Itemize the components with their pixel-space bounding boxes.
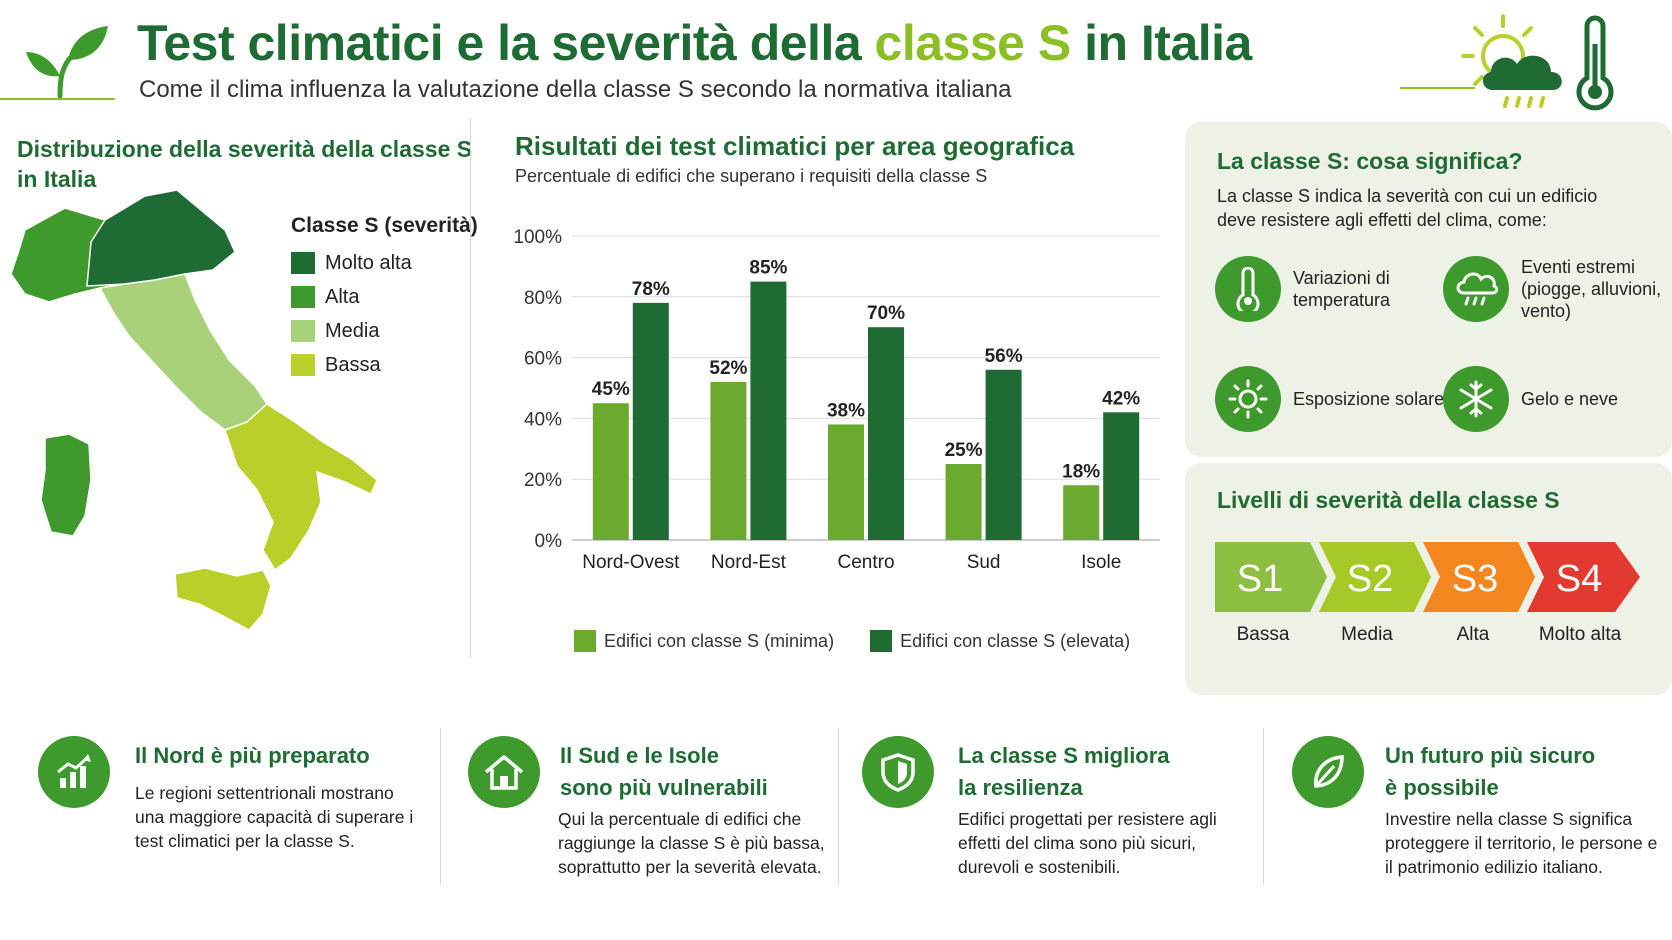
svg-text:S1: S1 [1237,558,1283,600]
data-label: 42% [1102,388,1140,409]
chart-growth-icon [38,736,110,808]
bar-elevata [985,369,1022,540]
page-title: Test climatici e la severità della class… [137,15,1252,71]
data-label: 52% [709,358,747,379]
svg-text:S2: S2 [1347,558,1393,600]
card-title-future: Un futuro più sicuro è possibile [1385,743,1596,800]
page-subtitle: Come il clima influenza la valutazione d… [139,76,1012,103]
bar-minima [592,403,629,540]
bar-elevata [632,302,669,540]
house-icon [468,736,540,808]
shield-icon [862,736,934,808]
feature-temperature: Variazioni di temperatura [1215,256,1458,322]
data-label: 45% [592,379,630,400]
level-s3: S3 [1423,542,1535,612]
legend-item-alta: Alta [291,280,478,314]
chart-legend: Edifici con classe S (minima) Edifici co… [574,630,1166,652]
snowflake-icon [1443,366,1509,432]
info-panel: La classe S: cosa significa? La classe S… [1185,122,1672,457]
map-legend: Classe S (severità) Molto alta Alta Medi… [291,214,478,382]
chart-legend-item-minima: Edifici con classe S (minima) [574,630,834,652]
sun-icon [1215,366,1281,432]
cloud-rain-icon [1482,55,1562,108]
x-tick-label: Centro [837,552,894,573]
card-text-south: Qui la percentuale di edifici che raggiu… [558,809,825,877]
x-tick-label: Nord-Ovest [582,552,680,573]
level-label-s1: Bassa [1236,624,1290,645]
y-tick-label: 60% [524,349,562,370]
weather-illustration [1400,14,1614,111]
y-tick-label: 40% [524,409,562,430]
thermometer-icon [1215,256,1281,322]
data-label: 56% [985,346,1023,367]
bar-minima [828,424,864,540]
bar-elevata [750,281,787,540]
level-label-s4: Molto alta [1538,624,1622,645]
map-region-south [224,403,378,572]
data-label: 25% [945,440,983,461]
bar-minima [1063,485,1100,540]
data-label: 85% [749,258,787,279]
legend-title: Classe S (severità) [291,214,478,237]
bar-elevata [1103,412,1140,540]
data-label: 70% [867,303,905,324]
data-label: 18% [1062,461,1100,482]
divider [470,118,471,658]
data-label: 78% [632,279,670,300]
card-title-resilience: La classe S migliora la resilienza [958,743,1170,800]
bar-elevata [868,327,904,540]
cloud-rain-icon [1443,256,1509,322]
divider [1263,728,1264,884]
card-title-south: Il Sud e le Isole sono più vulnerabili [560,743,768,800]
legend-item-molto-alta: Molto alta [291,246,478,280]
levels-title: Livelli di severità della classe S [1217,487,1560,513]
italy-map [10,190,378,631]
map-title: Distribuzione della severità della class… [17,136,473,192]
divider [440,728,441,884]
chart-title: Risultati dei test climatici per area ge… [515,131,1075,161]
level-s1: S1 [1215,542,1327,612]
data-label: 38% [827,400,865,421]
chart-subtitle: Percentuale di edifici che superano i re… [515,166,988,186]
severity-scale: S1 S2 S3 S4 [1215,542,1640,612]
y-tick-label: 80% [524,288,562,309]
level-label-s2: Media [1341,624,1393,645]
leaf-icon [1292,736,1364,808]
card-text-resilience: Edifici progettati per resistere agli ef… [958,809,1217,877]
info-panel-title: La classe S: cosa significa? [1217,148,1523,174]
card-text-future: Investire nella classe S significa prote… [1385,809,1658,877]
map-region-north-east [86,190,236,287]
bar-chart: 0% 20% 40% 60% 80% 100% 45% 78% Nord-Ovest 52% 85%… [513,227,1160,573]
level-s2: S2 [1319,542,1431,612]
thermometer-icon [1576,15,1614,111]
svg-text:S3: S3 [1452,558,1498,600]
bar-minima [945,464,982,540]
legend-item-media: Media [291,314,478,348]
info-panel-text: La classe S indica la severità con cui u… [1217,186,1598,230]
feature-extreme-events: Eventi estremi (piogge, alluvioni, vento… [1443,256,1672,322]
sprout-icon [0,26,115,100]
card-title-north: Il Nord è più preparato [135,743,370,768]
y-tick-label: 0% [535,531,563,552]
feature-frost: Gelo e neve [1443,366,1672,432]
map-region-sardinia [40,433,92,537]
feature-solar: Esposizione solare [1215,366,1458,432]
x-tick-label: Isole [1081,552,1121,573]
x-tick-label: Nord-Est [711,552,787,573]
svg-text:S4: S4 [1556,558,1602,600]
card-text-north: Le regioni settentrionali mostrano una m… [135,783,414,851]
chart-legend-item-elevata: Edifici con classe S (elevata) [870,630,1130,652]
map-region-center [98,273,268,431]
level-label-s3: Alta [1456,624,1490,645]
y-tick-label: 20% [524,470,562,491]
y-tick-label: 100% [513,227,562,248]
level-s4: S4 [1527,542,1640,612]
x-tick-label: Sud [967,552,1001,573]
legend-item-bassa: Bassa [291,348,478,382]
bar-minima [710,381,747,540]
map-region-sicily [174,567,272,631]
divider [838,728,839,884]
